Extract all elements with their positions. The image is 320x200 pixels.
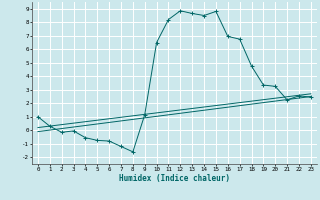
X-axis label: Humidex (Indice chaleur): Humidex (Indice chaleur) [119,174,230,183]
